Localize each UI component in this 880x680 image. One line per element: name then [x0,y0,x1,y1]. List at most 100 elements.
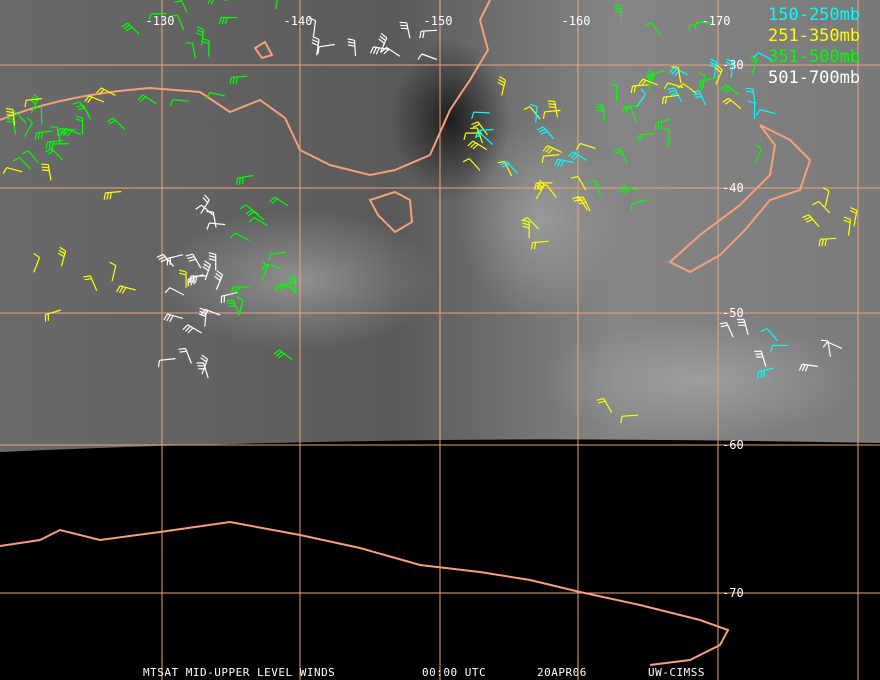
wind-barb [61,127,81,137]
barb-stroke [462,158,481,171]
wind-barb [109,261,117,282]
longitude-label: -170 [702,14,731,28]
barb-stroke [163,313,184,323]
wind-barb [754,350,767,367]
wind-barb [317,43,335,54]
barb-stroke [21,150,40,164]
barb-stroke [34,105,43,125]
barb-stroke [5,107,16,126]
barb-stroke [380,46,401,57]
barb-stroke [30,93,40,114]
wind-barb [760,327,778,342]
wind-barb [226,299,240,316]
barb-stroke [757,367,775,379]
wind-barb [44,309,61,322]
wind-barb [170,14,185,31]
wind-barb [677,83,697,94]
wind-barb [822,341,843,350]
wind-barb [471,111,490,119]
latitude-label: -30 [722,58,744,72]
barb-stroke [275,0,278,10]
wind-barb [57,246,67,267]
wind-barb [30,93,40,114]
wind-barb [709,58,718,78]
wind-barb [45,139,64,150]
wind-barb [156,253,175,267]
wind-barb [83,275,98,291]
wind-barb [471,121,488,136]
wind-barb [311,36,320,56]
wind-barb [75,115,84,135]
wind-barb [722,97,742,110]
grid-labels: -130 -140 -150 -160 -170 -30 -40 -50 -60 -70 [146,14,744,600]
wind-barb [849,207,858,227]
barb-stroke [812,200,831,214]
wind-barb [236,174,254,186]
barb-stroke [754,144,763,165]
wind-barb [770,344,789,353]
barb-stroke [83,275,98,291]
barb-stroke [709,58,718,78]
legend-entry: 351-500mb [768,47,860,67]
barb-stroke [725,58,734,78]
wind-barb [661,94,680,105]
barb-stroke [575,142,596,150]
barb-stroke [630,84,649,94]
wind-barb [206,210,217,228]
wind-barb [185,42,196,60]
wind-barb [522,219,530,239]
wind-barb [41,163,52,181]
wind-barb [417,53,438,61]
barb-stroke [843,216,852,236]
wind-barb [596,397,613,413]
barb-stroke [236,174,254,186]
barb-stroke [474,133,494,146]
barb-stroke [13,157,31,170]
wind-barb [757,367,775,379]
barb-stroke [822,187,830,207]
barb-stroke [609,83,618,102]
barb-stroke [694,21,713,30]
cloud-band [460,120,620,320]
wind-barb [747,100,756,120]
wind-barb [182,324,202,334]
coast-tasmania [368,190,414,234]
barb-stroke [188,275,208,284]
wind-barb [378,33,388,53]
wind-barb [5,107,16,126]
barb-stroke [745,87,756,105]
wind-barb [725,58,734,78]
barb-stroke [770,344,789,353]
wind-barb [50,126,61,144]
barb-stroke [618,185,639,195]
coast-antarctica [0,520,730,666]
barb-stroke [268,196,289,207]
wind-barb [530,240,549,250]
wind-barb [188,275,208,284]
barb-stroke [631,199,648,212]
barb-stroke [23,117,33,137]
barb-stroke [84,95,105,103]
barb-stroke [588,180,602,197]
wind-barb [34,130,53,140]
wind-barb [474,133,494,146]
legend-entry: 501-700mb [768,68,860,88]
wind-barb [645,22,662,37]
barb-stroke [747,100,756,120]
wind-barb [462,158,481,171]
barb-stroke [753,52,773,61]
wind-barb [137,94,157,105]
barb-stroke [311,36,320,56]
coast-new-zealand [668,124,812,274]
wind-barb [196,26,205,46]
barb-stroke [196,362,209,379]
latitude-label: -70 [722,586,744,600]
wind-barb [33,252,41,273]
wind-barb [588,180,602,197]
barb-stroke [103,190,122,200]
barb-stroke [187,274,204,287]
wind-barb [637,132,656,142]
barb-stroke [208,252,217,271]
wind-barb [273,349,293,361]
barb-stroke [45,148,64,161]
